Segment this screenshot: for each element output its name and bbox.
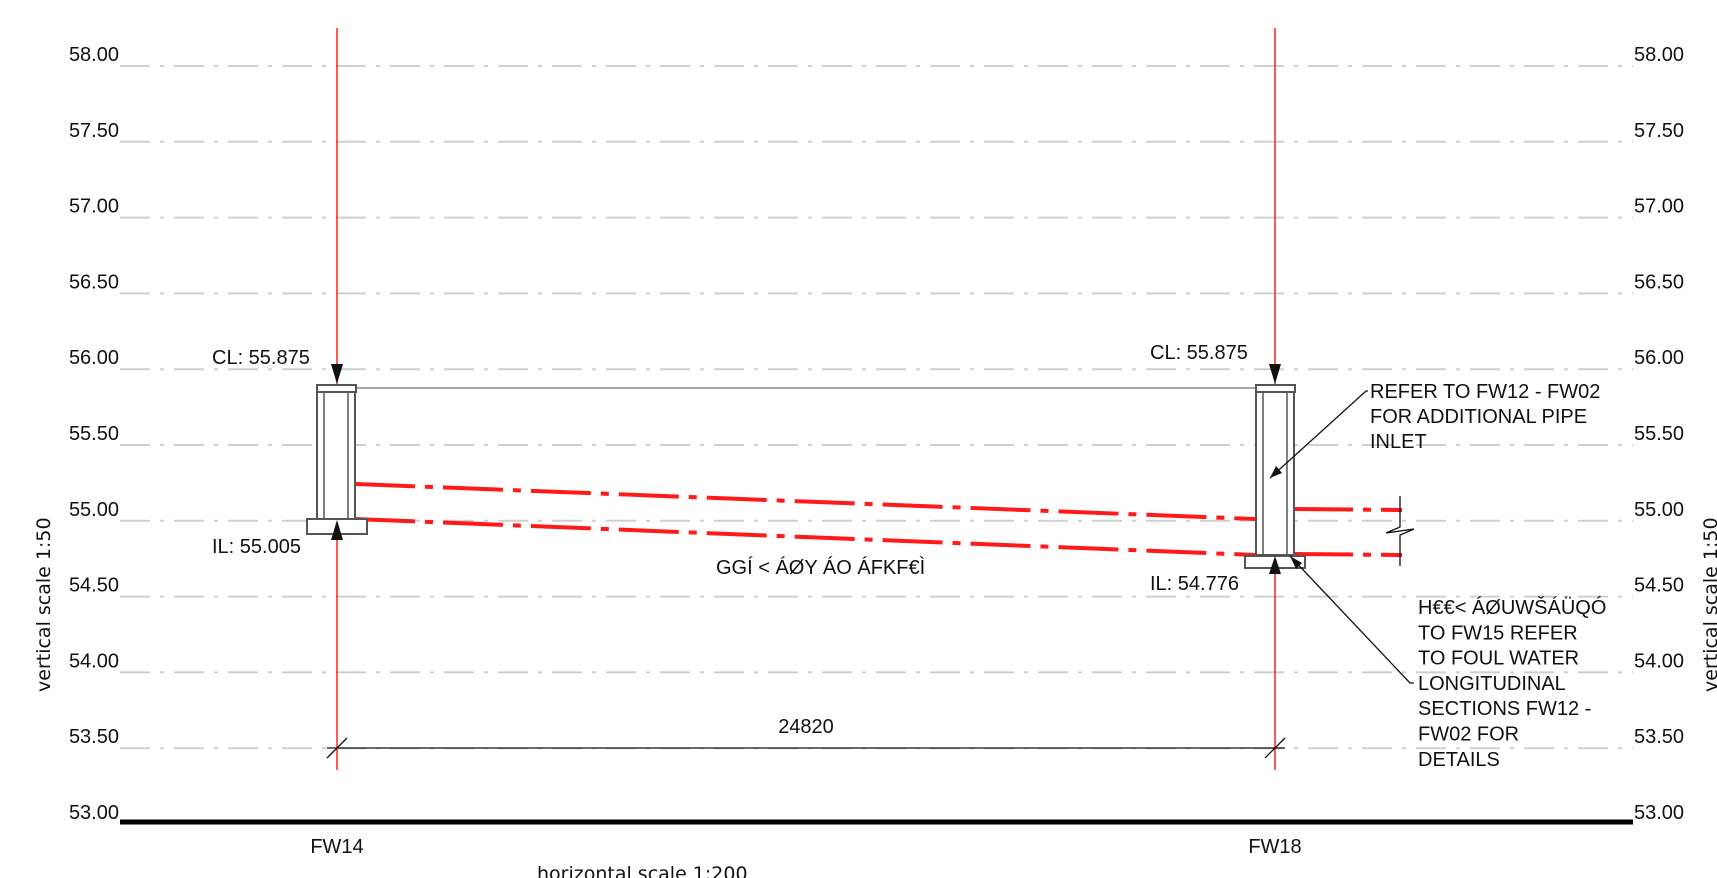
- left-level-axis: 58.00 57.50 57.00 56.50 56.00 55.50 55.00 54.50…: [69, 44, 119, 824]
- level-label-right: 53.50: [1634, 726, 1684, 748]
- outlet-note-line: DETAILS: [1418, 749, 1500, 771]
- level-label-right: 54.50: [1634, 575, 1684, 597]
- inlet-note-leader: [1269, 390, 1368, 479]
- fw18-cover-level-label: CL: 55.875: [1150, 342, 1248, 364]
- outlet-note-line: FW02 FOR: [1418, 724, 1519, 746]
- level-label-left: 55.00: [69, 499, 119, 521]
- level-label-left: 54.50: [69, 575, 119, 597]
- outlet-note-line: SECTIONS FW12 -: [1418, 698, 1591, 720]
- manhole-fw18: [1244, 364, 1306, 574]
- level-label-left: 53.50: [69, 726, 119, 748]
- outlet-note-line: TO FOUL WATER: [1418, 648, 1579, 670]
- inlet-note-line: FOR ADDITIONAL PIPE: [1370, 406, 1587, 428]
- fw14-cover-level-label: CL: 55.875: [212, 347, 310, 369]
- level-label-right: 57.00: [1634, 196, 1684, 218]
- outlet-note-leader: [1289, 555, 1414, 684]
- level-label-right: 56.00: [1634, 347, 1684, 369]
- inlet-note-line: REFER TO FW12 - FW02: [1370, 381, 1600, 403]
- level-label-right: 55.00: [1634, 499, 1684, 521]
- manhole-cover: [1255, 384, 1296, 393]
- right-level-axis: 58.00 57.50 57.00 56.50 56.00 55.50 55.00 54.50…: [1634, 44, 1684, 824]
- manhole-name-fw14: FW14: [310, 836, 363, 858]
- pipe-invert-line: [354, 517, 1256, 557]
- outlet-note: H€€< ÁØUWŠÁÜQÓ TO FW15 REFER TO FOUL WATER…: [1418, 596, 1606, 771]
- vertical-scale-label-right: vertical scale 1:50: [1700, 517, 1717, 692]
- level-label-left: 57.00: [69, 196, 119, 218]
- level-label-right: 56.50: [1634, 271, 1684, 293]
- level-label-left: 55.50: [69, 423, 119, 445]
- vertical-scale-label-left: vertical scale 1:50: [33, 517, 55, 692]
- cover-level-arrow: [331, 364, 343, 384]
- level-label-right: 53.00: [1634, 802, 1684, 824]
- outlet-note-line: TO FW15 REFER: [1418, 622, 1578, 644]
- manhole-fw14: [306, 364, 368, 540]
- invert-level-arrow: [331, 520, 343, 540]
- outlet-note-line: LONGITUDINAL: [1418, 673, 1566, 695]
- cover-level-arrow: [1269, 364, 1281, 384]
- level-label-left: 58.00: [69, 44, 119, 66]
- level-label-right: 54.00: [1634, 650, 1684, 672]
- level-label-right: 58.00: [1634, 44, 1684, 66]
- invert-level-arrow: [1269, 556, 1281, 574]
- pipe-spec-label: GGÍ < ÁØY ÁO ÁFKF€Ì: [716, 556, 925, 579]
- inlet-note: REFER TO FW12 - FW02 FOR ADDITIONAL PIPE I…: [1370, 381, 1600, 453]
- manhole-cover: [316, 384, 357, 393]
- dimension-label: 24820: [778, 716, 834, 738]
- horizontal-scale-label: horizontal scale 1:200: [537, 863, 748, 878]
- chainage-dimension: 24820: [326, 716, 1286, 759]
- inlet-note-line: INLET: [1370, 431, 1427, 453]
- outlet-crown-line: [1292, 507, 1403, 512]
- level-label-left: 53.00: [69, 802, 119, 824]
- level-label-left: 54.00: [69, 650, 119, 672]
- fw14-invert-level-label: IL: 55.005: [212, 536, 301, 558]
- manhole-name-fw18: FW18: [1248, 836, 1301, 858]
- level-label-right: 55.50: [1634, 423, 1684, 445]
- fw18-invert-level-label: IL: 54.776: [1150, 573, 1239, 595]
- outlet-note-line: H€€< ÁØUWŠÁÜQÓ: [1418, 596, 1606, 619]
- level-label-left: 56.50: [69, 271, 119, 293]
- pipe-break-symbol: [1385, 496, 1415, 566]
- pipe-crown-line: [354, 482, 1256, 521]
- manhole-shaft: [316, 387, 356, 520]
- outlet-invert-line: [1292, 552, 1403, 557]
- level-label-left: 57.50: [69, 120, 119, 142]
- level-label-left: 56.00: [69, 347, 119, 369]
- level-label-right: 57.50: [1634, 120, 1684, 142]
